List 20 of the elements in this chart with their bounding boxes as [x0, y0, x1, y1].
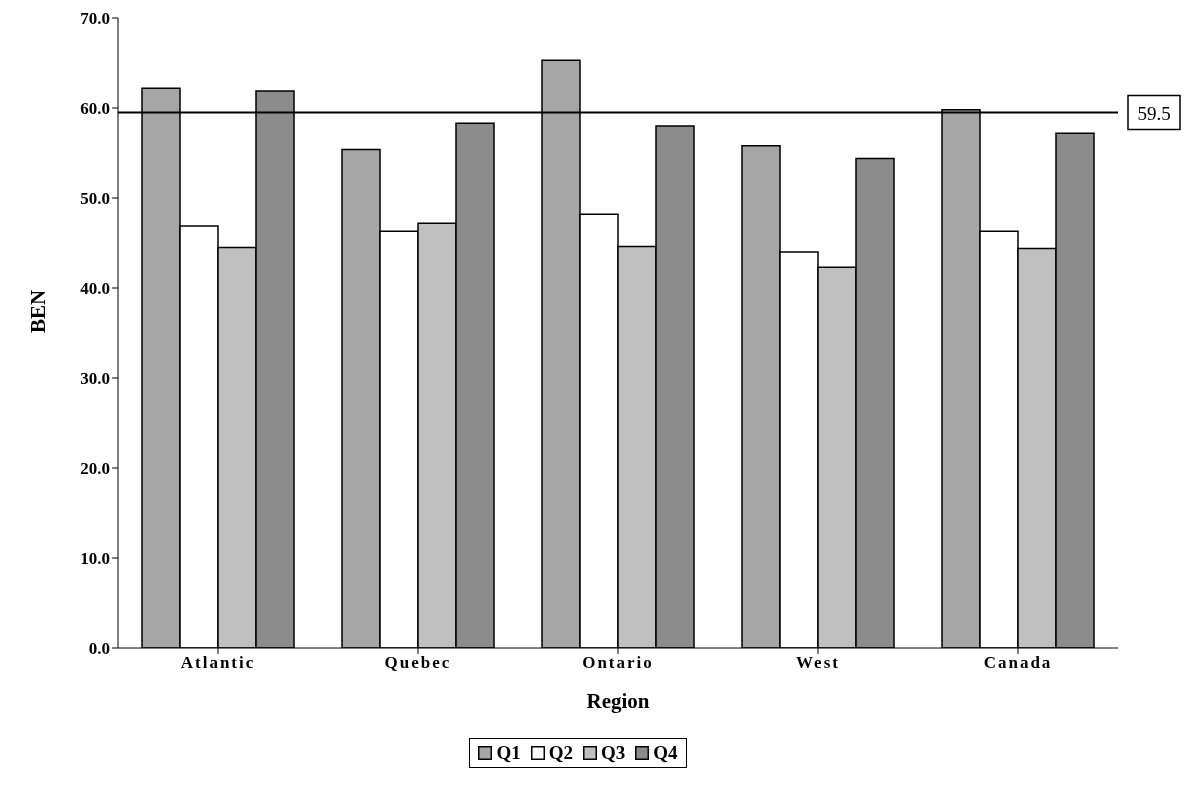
- y-tick-label: 20.0: [80, 459, 110, 479]
- y-tick-label: 70.0: [80, 9, 110, 29]
- y-tick-label: 10.0: [80, 549, 110, 569]
- y-tick-label: 0.0: [88, 639, 110, 659]
- y-tick-label: 50.0: [80, 189, 110, 209]
- x-tick-label: West: [796, 653, 840, 673]
- x-tick-label: Canada: [983, 653, 1053, 673]
- x-tick-label: Atlantic: [180, 653, 256, 673]
- y-tick-label: 60.0: [80, 99, 110, 119]
- x-axis-title: Region: [586, 689, 650, 713]
- legend-label: Q3: [601, 742, 626, 764]
- x-tick-label: Quebec: [384, 653, 452, 673]
- y-axis-title: BEN: [26, 289, 51, 333]
- legend-label: Q4: [653, 742, 678, 764]
- y-tick-label: 30.0: [80, 369, 110, 389]
- x-tick-label: Ontario: [582, 653, 654, 673]
- legend-label: Q2: [548, 742, 573, 764]
- legend-label: Q1: [496, 742, 521, 764]
- ref-line-label: 59.5: [1137, 102, 1171, 124]
- y-tick-label: 40.0: [80, 279, 110, 299]
